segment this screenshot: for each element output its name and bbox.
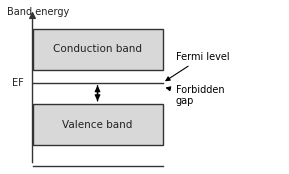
Text: Forbidden
gap: Forbidden gap (166, 85, 224, 106)
Text: Valence band: Valence band (62, 120, 133, 130)
Text: Fermi level: Fermi level (166, 52, 229, 81)
Text: Band energy: Band energy (7, 7, 69, 17)
Text: EF: EF (12, 78, 24, 88)
Bar (33, 29, 162, 70)
Text: Conduction band: Conduction band (53, 44, 142, 54)
Bar (33, 104, 162, 145)
